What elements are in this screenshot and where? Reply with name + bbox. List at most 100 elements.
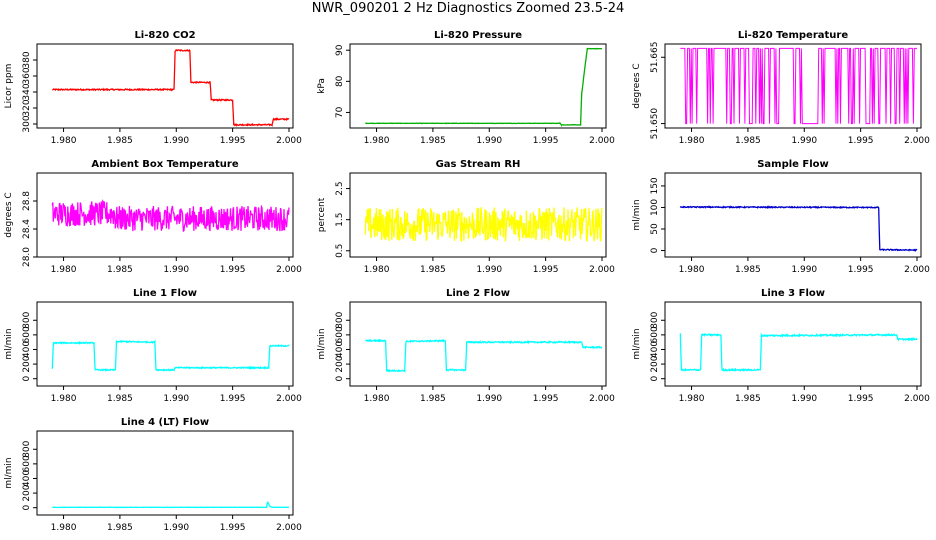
li-820-co2-ylabel: Licor ppm [4, 64, 14, 109]
gas-stream-rh-xtick-label: 1.990 [476, 265, 502, 275]
gas-stream-rh-title: Gas Stream RH [436, 159, 521, 170]
li-820-pressure-ylabel: kPa [317, 78, 327, 94]
line-3-flow-ytick-label: 400 [650, 341, 660, 358]
li-820-temperature-xtick-label: 2.000 [904, 136, 930, 146]
sample-flow-xtick-label: 1.980 [679, 265, 705, 275]
line-1-flow-xtick-label: 1.985 [107, 394, 133, 404]
sample-flow-xtick-label: 2.000 [904, 265, 930, 275]
li-820-temperature-xtick-label: 1.995 [848, 136, 874, 146]
line-1-flow-ytick-label: 200 [22, 355, 32, 372]
li-820-co2-xtick-label: 1.985 [107, 136, 133, 146]
sample-flow-xtick-label: 1.985 [735, 265, 761, 275]
line-3-flow-ytick-label: 800 [650, 311, 660, 328]
li-820-co2-ytick-label: 300 [22, 115, 32, 132]
li-820-co2-ytick-label: 320 [22, 99, 32, 116]
line-2-flow-title: Line 2 Flow [446, 288, 510, 299]
line-1-flow-ytick-label: 800 [22, 311, 32, 328]
line-4-lt-flow-xtick-label: 1.985 [107, 523, 133, 533]
ambient-box-temperature-ytick-label: 28.4 [22, 219, 32, 239]
line-1-flow-series-line [51, 339, 290, 372]
line-1-flow-xtick-label: 1.990 [163, 394, 189, 404]
line-3-flow-plot-frame [664, 301, 922, 387]
li-820-co2-xtick-label: 1.995 [220, 136, 246, 146]
li-820-temperature-ylabel: degrees C [632, 63, 642, 108]
line-1-flow-ylabel: ml/min [4, 328, 14, 359]
li-820-pressure-ytick-label: 70 [335, 106, 345, 118]
line-3-flow-xtick-label: 1.985 [735, 394, 761, 404]
figure-title: NWR_090201 2 Hz Diagnostics Zoomed 23.5-… [311, 1, 625, 16]
line-1-flow-title: Line 1 Flow [133, 288, 197, 299]
sample-flow-xtick-label: 1.995 [848, 265, 874, 275]
ambient-box-temperature-xtick-label: 2.000 [276, 265, 302, 275]
gas-stream-rh-series-line [364, 206, 603, 243]
line-1-flow-xtick-label: 1.995 [220, 394, 246, 404]
line-3-flow-xtick-label: 2.000 [904, 394, 930, 404]
line-2-flow-ytick-label: 200 [335, 355, 345, 372]
line-3-flow-series-line [679, 332, 918, 373]
line-3-flow-xtick-label: 1.980 [679, 394, 705, 404]
li-820-pressure-xtick-label: 1.995 [533, 136, 559, 146]
line-4-lt-flow-xtick-label: 1.990 [163, 523, 189, 533]
li-820-co2-plot-frame [36, 43, 294, 129]
ambient-box-temperature-ylabel: degrees C [4, 192, 14, 237]
line-1-flow-ytick-label: 400 [22, 341, 32, 358]
ambient-box-temperature-panel: Ambient Box Temperature degrees C 1.980 1.9… [4, 159, 302, 275]
sample-flow-panel: Sample Flow ml/min 1.980 1.985 1.990 1.995 2.0… [632, 159, 930, 275]
line-2-flow-plot-frame [349, 301, 607, 387]
line-4-lt-flow-panel: Line 4 (LT) Flow ml/min 1.980 1.985 1.990 1.9… [4, 417, 302, 533]
line-3-flow-xtick-label: 1.995 [848, 394, 874, 404]
li-820-pressure-xtick-label: 2.000 [589, 136, 615, 146]
sample-flow-ylabel: ml/min [632, 199, 642, 230]
li-820-pressure-ytick-label: 90 [335, 44, 345, 56]
line-2-flow-xtick-label: 1.985 [420, 394, 446, 404]
line-4-lt-flow-title: Line 4 (LT) Flow [121, 417, 209, 428]
ambient-box-temperature-xtick-label: 1.980 [51, 265, 77, 275]
ambient-box-temperature-title: Ambient Box Temperature [91, 159, 238, 170]
gas-stream-rh-xtick-label: 1.995 [533, 265, 559, 275]
sample-flow-plot-frame [664, 172, 922, 258]
line-2-flow-ylabel: ml/min [317, 328, 327, 359]
li-820-co2-panel: Li-820 CO2 Licor ppm 1.980 1.985 1.990 1.995 2… [4, 30, 302, 146]
sample-flow-series-line [679, 205, 918, 252]
line-3-flow-xtick-label: 1.990 [791, 394, 817, 404]
line-1-flow-panel: Line 1 Flow ml/min 1.980 1.985 1.990 1.995 2.0… [4, 288, 302, 404]
li-820-co2-series-line [51, 48, 290, 127]
line-3-flow-panel: Line 3 Flow ml/min 1.980 1.985 1.990 1.995 2.0… [632, 288, 930, 404]
sample-flow-xtick-label: 1.990 [791, 265, 817, 275]
li-820-co2-xtick-label: 2.000 [276, 136, 302, 146]
line-4-lt-flow-ylabel: ml/min [4, 457, 14, 488]
line-4-lt-flow-ytick-label: 400 [22, 470, 32, 487]
line-2-flow-xtick-label: 2.000 [589, 394, 615, 404]
gas-stream-rh-ytick-label: 0.5 [335, 244, 345, 258]
ambient-box-temperature-xtick-label: 1.985 [107, 265, 133, 275]
line-2-flow-panel: Line 2 Flow ml/min 1.980 1.985 1.990 1.995 2.0… [317, 288, 615, 404]
line-2-flow-ytick-label: 600 [335, 326, 345, 343]
line-4-lt-flow-ytick-label: 800 [22, 440, 32, 457]
line-4-lt-flow-xtick-label: 2.000 [276, 523, 302, 533]
gas-stream-rh-xtick-label: 2.000 [589, 265, 615, 275]
line-2-flow-xtick-label: 1.990 [476, 394, 502, 404]
li-820-co2-xtick-label: 1.980 [51, 136, 77, 146]
li-820-temperature-title: Li-820 Temperature [738, 30, 848, 41]
gas-stream-rh-ytick-label: 2.5 [335, 181, 345, 195]
li-820-co2-ytick-label: 360 [22, 67, 32, 84]
ambient-box-temperature-series-line [51, 199, 290, 233]
line-3-flow-ytick-label: 600 [650, 326, 660, 343]
sample-flow-ytick-label: 100 [650, 199, 660, 216]
gas-stream-rh-panel: Gas Stream RH percent 1.980 1.985 1.990 1.995… [317, 159, 615, 275]
gas-stream-rh-ylabel: percent [317, 197, 327, 232]
line-4-lt-flow-ytick-label: 600 [22, 455, 32, 472]
line-4-lt-flow-ytick-label: 0 [22, 505, 32, 511]
line-2-flow-ytick-label: 400 [335, 341, 345, 358]
line-2-flow-xtick-label: 1.980 [364, 394, 390, 404]
line-2-flow-series-line [365, 338, 603, 374]
line-3-flow-title: Line 3 Flow [761, 288, 825, 299]
line-2-flow-ytick-label: 0 [335, 376, 345, 382]
ambient-box-temperature-xtick-label: 1.995 [220, 265, 246, 275]
line-1-flow-plot-frame [36, 301, 294, 387]
li-820-temperature-xtick-label: 1.980 [679, 136, 705, 146]
line-4-lt-flow-xtick-label: 1.980 [51, 523, 77, 533]
li-820-pressure-title: Li-820 Pressure [434, 30, 522, 41]
li-820-temperature-panel: Li-820 Temperature degrees C 1.980 1.985 1.9… [632, 30, 930, 146]
